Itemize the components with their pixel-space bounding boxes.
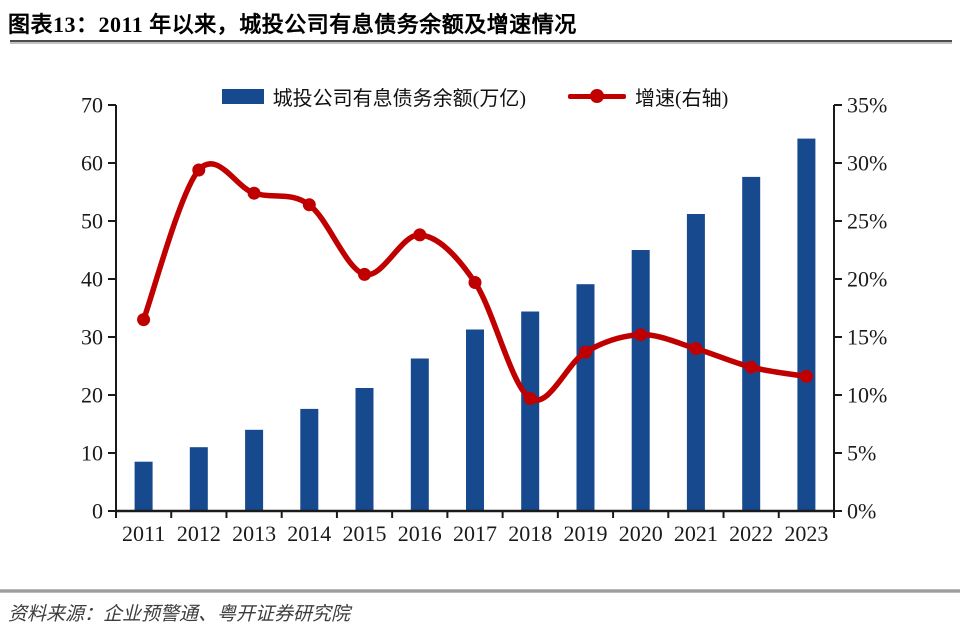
bar-2014 <box>300 408 319 511</box>
right-axis-tick-label: 5% <box>847 441 876 466</box>
left-axis-tick-label: 20 <box>81 383 103 408</box>
growth-marker-2020 <box>634 328 648 342</box>
left-axis-tick-label: 40 <box>81 267 103 292</box>
growth-marker-2015 <box>358 267 371 281</box>
footer-divider <box>0 589 960 593</box>
right-axis-tick-label: 15% <box>847 325 887 350</box>
x-axis-label-2015: 2015 <box>343 521 387 546</box>
growth-marker-2011 <box>137 313 151 327</box>
bar-2023 <box>797 138 816 511</box>
x-axis-label-2018: 2018 <box>508 521 552 546</box>
x-axis-label-2016: 2016 <box>398 521 442 546</box>
growth-line <box>140 161 810 403</box>
x-axis-label-2022: 2022 <box>729 521 773 546</box>
legend-line-swatch-icon <box>568 88 626 104</box>
figure-title: 图表13：2011 年以来，城投公司有息债务余额及增速情况 <box>8 12 577 37</box>
growth-marker-2017 <box>468 276 482 289</box>
right-axis-tick-label: 35% <box>847 93 887 118</box>
bar-2015 <box>355 388 374 511</box>
bar-2013 <box>245 429 264 511</box>
growth-marker-2022 <box>744 360 758 374</box>
chart-legend: 城投公司有息债务余额(万亿) 增速(右轴) <box>116 82 834 111</box>
growth-marker-2021 <box>689 342 703 356</box>
bar-2019 <box>576 284 595 511</box>
source-note: 资料来源：企业预警通、粤开证券研究院 <box>8 604 351 625</box>
right-axis-tick-label: 25% <box>847 209 887 234</box>
x-axis-label-2020: 2020 <box>619 521 663 546</box>
growth-marker-2023 <box>799 369 813 383</box>
bar-2021 <box>686 214 705 511</box>
bar-2017 <box>466 329 484 511</box>
left-axis-tick-label: 50 <box>81 209 103 234</box>
x-axis-label-2023: 2023 <box>784 521 828 546</box>
legend-bar-label: 城投公司有息债务余额(万亿) <box>272 87 526 110</box>
x-axis-label-2011: 2011 <box>122 521 165 546</box>
growth-marker-2013 <box>247 186 261 200</box>
left-axis-tick-label: 30 <box>81 325 103 350</box>
left-axis-tick-label: 0 <box>92 499 103 524</box>
right-axis-tick-label: 10% <box>847 383 887 408</box>
bar-2012 <box>189 447 208 511</box>
right-axis-tick-label: 30% <box>847 151 887 176</box>
left-axis-tick-label: 60 <box>81 151 103 176</box>
legend-item-growth-rate: 增速(右轴) <box>568 82 728 111</box>
legend-line-marker <box>590 89 604 103</box>
chart-canvas: 0 10 20 30 40 50 60 70 0% 5% 10% 15% 20% 25% 30% 35% 201… <box>81 93 887 547</box>
legend-item-debt-balance: 城投公司有息债务余额(万亿) <box>221 82 526 111</box>
growth-marker-2014 <box>302 198 316 212</box>
bar-2018 <box>521 311 540 511</box>
x-axis-label-2021: 2021 <box>674 521 718 546</box>
right-axis-tick-label: 20% <box>847 267 887 292</box>
x-axis-label-2013: 2013 <box>232 521 276 546</box>
growth-marker-2019 <box>579 345 592 359</box>
title-divider <box>10 40 952 42</box>
bar-2022 <box>742 176 761 511</box>
bar-2020 <box>631 250 650 511</box>
growth-marker-2018 <box>523 392 537 405</box>
growth-marker-2016 <box>413 228 427 242</box>
bar-2011 <box>134 461 153 511</box>
bar-2016 <box>410 358 429 511</box>
x-axis-label-2017: 2017 <box>453 521 497 546</box>
legend-line-label: 增速(右轴) <box>635 87 729 110</box>
x-axis-label-2019: 2019 <box>563 521 607 546</box>
x-axis-label-2012: 2012 <box>177 521 221 546</box>
right-axis-tick-label: 0% <box>847 499 876 524</box>
legend-bar-swatch-icon <box>221 88 264 104</box>
x-axis-label-2014: 2014 <box>287 521 331 546</box>
left-axis-tick-label: 10 <box>81 441 103 466</box>
growth-marker-2012 <box>192 163 206 177</box>
left-axis-tick-label: 70 <box>81 93 103 118</box>
